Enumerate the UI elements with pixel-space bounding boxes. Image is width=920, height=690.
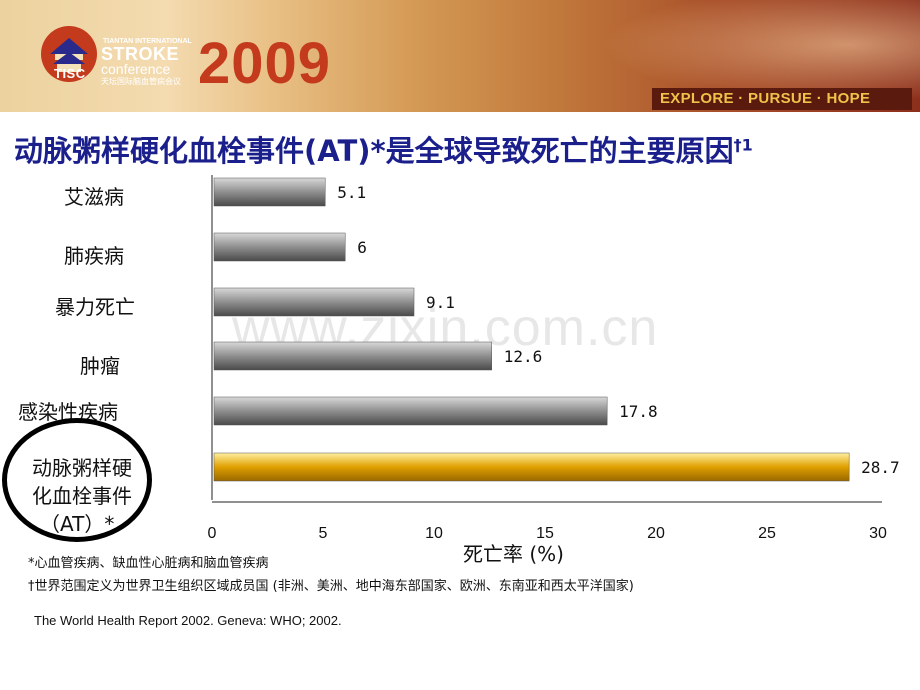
bar-2: [213, 287, 415, 317]
slide-title-text: 动脉粥样硬化血栓事件(AT)*是全球导致死亡的主要原因: [14, 134, 734, 168]
x-tick-4: 20: [647, 525, 665, 542]
header-banner: TISC TIANTAN INTERNATIONAL STROKE confer…: [0, 0, 920, 112]
conference-chinese-name: 天坛国际脑血管病会议: [101, 77, 181, 86]
x-tick-6: 30: [869, 525, 887, 542]
value-label-2: 9.1: [426, 293, 455, 312]
category-label-violent-death: 暴力死亡: [55, 295, 135, 319]
category-label-lung-disease: 肺疾病: [64, 244, 124, 268]
x-tick-3: 15: [536, 525, 554, 542]
x-tick-5: 25: [758, 525, 776, 542]
x-tick-labels: 0 5 10 15 20 25 30: [208, 525, 887, 542]
x-tick-1: 5: [319, 525, 328, 542]
x-axis-label: 死亡率 (%): [463, 542, 564, 566]
bar-5: [213, 452, 850, 482]
bar-0: [213, 177, 326, 207]
category-label-tumor: 肿瘤: [80, 354, 120, 378]
value-label-0: 5.1: [337, 183, 366, 202]
value-label-1: 6: [357, 238, 367, 257]
slide-title: 动脉粥样硬化血栓事件(AT)*是全球导致死亡的主要原因†1: [14, 128, 753, 170]
footnote-2: †世界范围定义为世界卫生组织区域成员国 (非洲、美洲、地中海东部国家、欧洲、东南…: [28, 579, 634, 594]
category-label-aids: 艾滋病: [64, 185, 124, 209]
conference-name: STROKE: [101, 44, 180, 64]
footnote-1: *心血管疾病、缺血性心脏病和脑血管疾病: [28, 556, 269, 571]
slide-title-superscript: †1: [733, 135, 753, 155]
tagline-bar: [652, 88, 912, 110]
conference-year: 2009: [198, 31, 332, 96]
reference: The World Health Report 2002. Geneva: WH…: [34, 613, 342, 628]
highlight-circle: [2, 418, 152, 542]
bars-group: 5.1 6 9.1 12.6 17.8 28.7: [213, 177, 900, 482]
tagline: EXPLORE · PURSUE · HOPE: [660, 90, 871, 107]
x-tick-0: 0: [208, 525, 217, 542]
bar-1: [213, 232, 346, 262]
logo-abbreviation: TISC: [54, 66, 86, 81]
bar-4: [213, 396, 608, 426]
value-label-5: 28.7: [861, 458, 900, 477]
value-label-4: 17.8: [619, 402, 658, 421]
conference-word: conference: [101, 61, 171, 77]
bar-3: [213, 341, 492, 371]
value-label-3: 12.6: [504, 347, 543, 366]
x-tick-2: 10: [425, 525, 443, 542]
temple-logo-icon: [41, 26, 97, 82]
conference-subtitle: TIANTAN INTERNATIONAL: [103, 38, 192, 45]
